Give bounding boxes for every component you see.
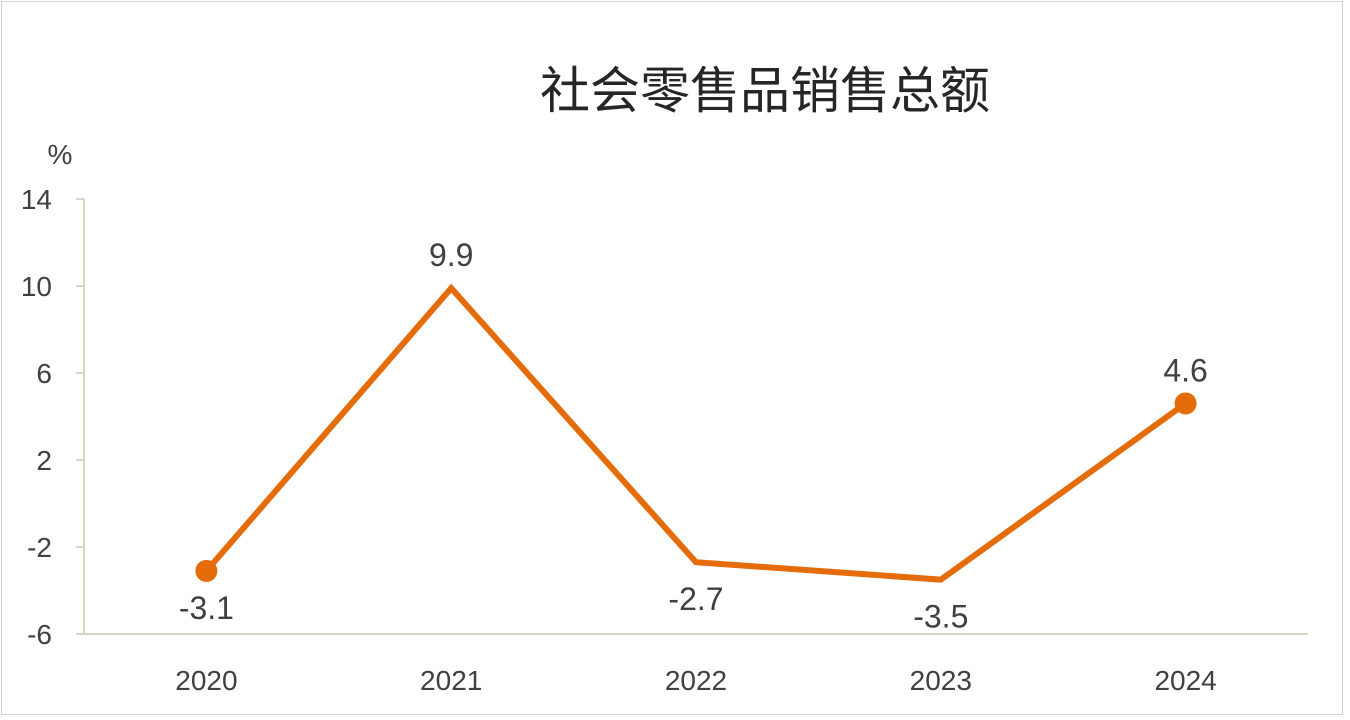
- series-line: [204, 283, 1188, 583]
- chart-title: 社会零售品销售总额: [540, 62, 990, 120]
- tick-labels: 14 10 6 2 -2 -6 2020 2021 2022 2023 2024: [21, 184, 1217, 696]
- data-label: -2.7: [668, 581, 723, 617]
- x-tick-label: 2021: [420, 665, 482, 696]
- y-tick-label: 14: [21, 184, 52, 215]
- y-axis-unit-label: %: [48, 139, 73, 170]
- data-labels: -3.1 9.9 -2.7 -3.5 4.6: [179, 237, 1208, 634]
- y-tick-label: -6: [27, 619, 52, 650]
- y-tick-label: 10: [21, 271, 52, 302]
- x-tick-label: 2024: [1154, 665, 1216, 696]
- series-group: [195, 283, 1197, 583]
- x-tick-label: 2023: [910, 665, 972, 696]
- data-label: 9.9: [429, 237, 473, 273]
- x-tick-label: 2022: [665, 665, 727, 696]
- x-tick-label: 2020: [175, 665, 237, 696]
- y-tick-label: 2: [36, 445, 52, 476]
- y-tick-label: -2: [27, 532, 52, 563]
- data-label: -3.1: [179, 590, 234, 626]
- axes: [76, 198, 1308, 635]
- data-point-marker: [195, 559, 218, 582]
- y-tick-label: 6: [36, 358, 52, 389]
- data-label: -3.5: [913, 599, 968, 635]
- data-label: 4.6: [1163, 352, 1207, 388]
- data-point-marker: [1174, 392, 1197, 415]
